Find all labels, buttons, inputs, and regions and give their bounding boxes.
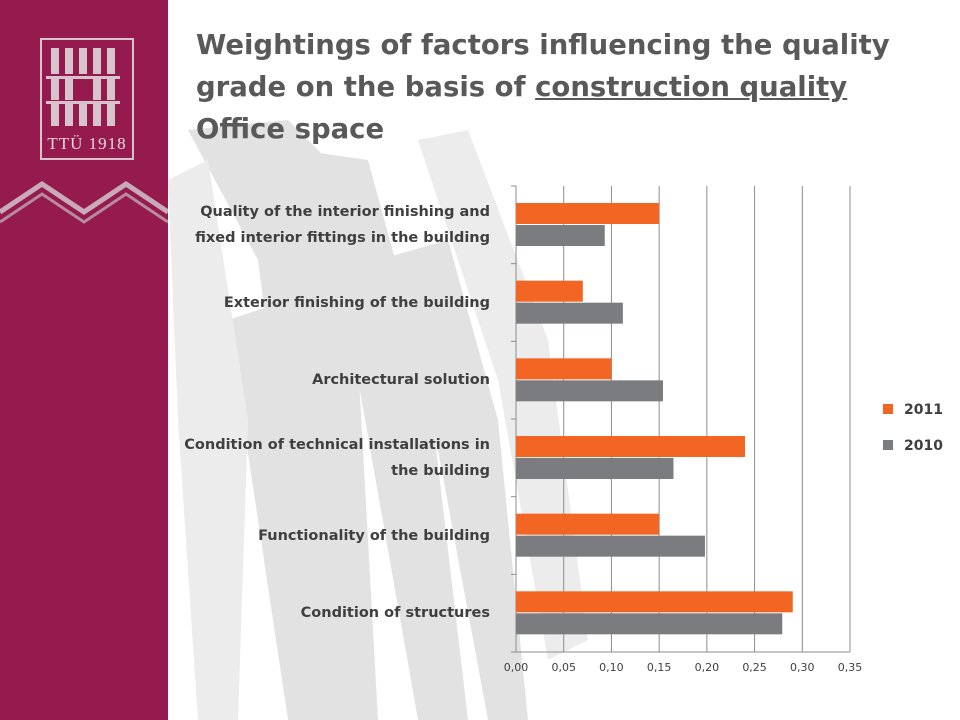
legend-label-2011: 2011 — [904, 402, 943, 418]
bar-2011-4 — [516, 513, 660, 535]
legend-label-2010: 2010 — [904, 438, 943, 454]
bar-2010-2 — [516, 380, 663, 402]
chevron-decoration — [0, 180, 168, 224]
bar-2010-4 — [516, 535, 705, 557]
x-tick-label: 0,25 — [742, 661, 767, 674]
bar-2011-3 — [516, 436, 746, 457]
x-tick-label: 0,30 — [790, 661, 815, 674]
title-underlined-text: construction quality — [535, 71, 848, 103]
background-brush-texture — [168, 120, 588, 720]
category-label: Architectural solution — [312, 372, 490, 389]
category-label: the building — [391, 463, 490, 479]
title-line-3: Office space — [196, 113, 385, 145]
x-tick-label: 0,00 — [504, 661, 529, 674]
bar-2010-5 — [516, 613, 783, 635]
logo-text: TTÜ 1918 — [47, 134, 127, 153]
x-tick-label: 0,15 — [647, 661, 672, 674]
category-label: Exterior finishing of the building — [223, 294, 490, 311]
category-label: fixed interior fittings in the building — [195, 230, 490, 246]
legend-swatch-2011 — [883, 404, 893, 414]
bar-2011-0 — [516, 203, 660, 224]
bar-2010-3 — [516, 458, 674, 479]
bar-2011-1 — [516, 280, 583, 302]
sidebar: TTÜ 1918 — [0, 0, 168, 720]
bar-2010-1 — [516, 302, 623, 324]
title-line-2: grade on the basis of construction quali… — [196, 66, 936, 108]
category-label: Quality of the interior finishing and — [200, 204, 490, 220]
x-tick-label: 0,35 — [838, 661, 863, 674]
x-tick-label: 0,20 — [695, 661, 720, 674]
bar-2010-0 — [516, 225, 605, 246]
legend-swatch-2010 — [883, 440, 893, 450]
title-line-2-prefix: grade on the basis of — [196, 71, 536, 103]
bar-2011-2 — [516, 358, 612, 380]
logo-mark-icon — [46, 48, 120, 126]
x-tick-label: 0,10 — [599, 661, 624, 674]
legend-item-2010: 2010 — [883, 436, 943, 456]
legend-item-2011: 2011 — [883, 400, 943, 420]
category-label: Condition of structures — [300, 605, 490, 622]
university-logo: TTÜ 1918 — [40, 38, 134, 160]
category-label: Functionality of the building — [258, 527, 490, 544]
category-label: Condition of technical installations in — [184, 437, 490, 453]
x-tick-label: 0,05 — [551, 661, 576, 674]
title-line-1: Weightings of factors influencing the qu… — [196, 29, 890, 61]
slide-title: Weightings of factors influencing the qu… — [196, 24, 936, 150]
bar-2011-5 — [516, 591, 793, 613]
